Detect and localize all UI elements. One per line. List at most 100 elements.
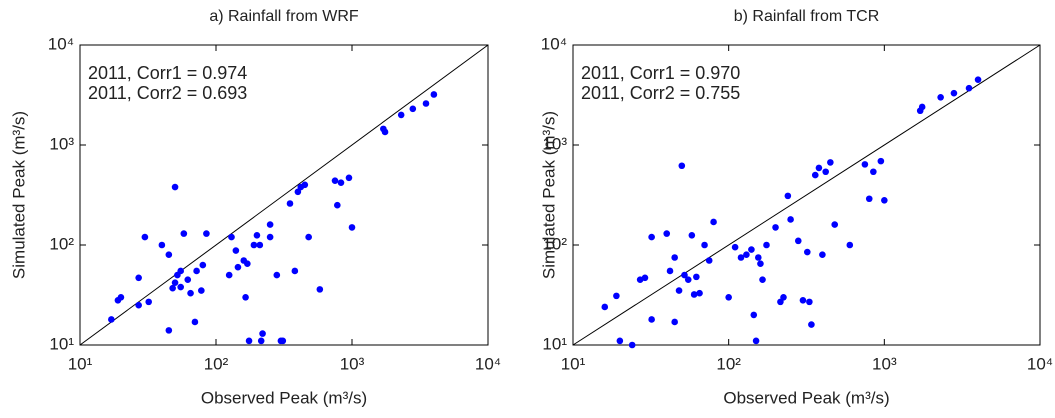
chart-title: b) Rainfall from TCR bbox=[734, 8, 880, 25]
point bbox=[754, 254, 762, 261]
x-tick-label: 10⁴ bbox=[475, 354, 501, 373]
point bbox=[266, 233, 274, 241]
point bbox=[648, 316, 655, 323]
annotation: 2011, Corr1 = 0.970 bbox=[581, 63, 740, 83]
x-tick-label: 10² bbox=[716, 354, 741, 373]
point bbox=[345, 174, 353, 182]
point bbox=[663, 230, 671, 237]
point bbox=[705, 257, 713, 264]
point bbox=[865, 195, 873, 203]
chart-title: a) Rainfall from WRF bbox=[209, 8, 359, 25]
point bbox=[666, 267, 674, 275]
x-axis-label: Observed Peak (m³/s) bbox=[201, 388, 367, 407]
point bbox=[250, 241, 258, 249]
point bbox=[877, 157, 885, 165]
point bbox=[381, 128, 389, 136]
point bbox=[750, 311, 758, 319]
annotation: 2011, Corr1 = 0.974 bbox=[88, 63, 247, 83]
point bbox=[831, 221, 839, 228]
point bbox=[286, 200, 294, 207]
x-tick-label: 10³ bbox=[340, 354, 365, 373]
point bbox=[198, 287, 205, 294]
point bbox=[422, 100, 430, 107]
point bbox=[794, 237, 802, 245]
point bbox=[256, 241, 264, 249]
y-axis-label: Simulated Peak (m³/s) bbox=[539, 111, 558, 279]
y-tick-label: 10¹ bbox=[542, 334, 567, 353]
y-axis-label: Simulated Peak (m³/s) bbox=[9, 111, 28, 279]
point bbox=[690, 291, 698, 298]
point bbox=[811, 171, 819, 179]
point bbox=[861, 161, 869, 168]
point bbox=[616, 337, 624, 345]
plot-frame bbox=[572, 44, 1041, 346]
point bbox=[108, 316, 115, 323]
point bbox=[279, 337, 287, 345]
point bbox=[759, 276, 766, 283]
point bbox=[671, 254, 678, 261]
point bbox=[678, 162, 686, 170]
point bbox=[145, 298, 153, 306]
point bbox=[804, 248, 811, 256]
point bbox=[242, 293, 249, 301]
point bbox=[725, 293, 732, 301]
point bbox=[305, 233, 312, 241]
y-tick-label: 10² bbox=[49, 234, 74, 253]
plot-frame bbox=[79, 44, 489, 346]
point bbox=[937, 93, 944, 101]
x-axis-label: Observed Peak (m³/s) bbox=[723, 388, 889, 407]
point bbox=[228, 233, 235, 241]
point bbox=[806, 298, 813, 306]
point bbox=[234, 263, 242, 271]
point bbox=[177, 267, 184, 275]
point bbox=[763, 241, 770, 249]
x-tick-label: 10⁴ bbox=[1027, 354, 1053, 373]
point bbox=[974, 76, 982, 83]
point bbox=[158, 241, 166, 249]
point bbox=[244, 260, 251, 268]
point bbox=[870, 168, 877, 176]
point bbox=[737, 254, 745, 261]
point bbox=[710, 218, 717, 226]
point bbox=[184, 276, 192, 283]
point bbox=[331, 177, 339, 184]
annotation: 2011, Corr2 = 0.693 bbox=[88, 83, 247, 103]
point bbox=[117, 293, 125, 301]
point bbox=[291, 267, 299, 275]
x-tick-label: 10¹ bbox=[68, 354, 93, 373]
point bbox=[701, 241, 708, 249]
point bbox=[177, 283, 184, 291]
point bbox=[819, 251, 826, 258]
point bbox=[918, 103, 926, 111]
point bbox=[950, 89, 958, 97]
point bbox=[846, 241, 854, 249]
point bbox=[259, 330, 266, 337]
point bbox=[681, 271, 688, 279]
point bbox=[688, 232, 696, 239]
point bbox=[135, 274, 142, 282]
point bbox=[613, 292, 620, 300]
point bbox=[141, 233, 149, 241]
point bbox=[757, 260, 764, 268]
point bbox=[294, 188, 302, 196]
point bbox=[787, 216, 794, 223]
point bbox=[180, 230, 188, 237]
point bbox=[881, 196, 888, 204]
point bbox=[827, 159, 834, 166]
point bbox=[165, 327, 173, 334]
point bbox=[169, 284, 176, 292]
point bbox=[799, 296, 807, 304]
point bbox=[232, 247, 240, 254]
point bbox=[684, 276, 692, 283]
point bbox=[772, 224, 779, 231]
point bbox=[225, 271, 233, 279]
point bbox=[273, 271, 281, 279]
point bbox=[815, 164, 823, 172]
identity-line bbox=[79, 44, 489, 346]
point bbox=[397, 111, 405, 119]
point bbox=[648, 233, 655, 241]
point bbox=[171, 183, 179, 191]
point bbox=[430, 91, 438, 98]
point bbox=[171, 279, 179, 286]
point bbox=[257, 337, 265, 345]
